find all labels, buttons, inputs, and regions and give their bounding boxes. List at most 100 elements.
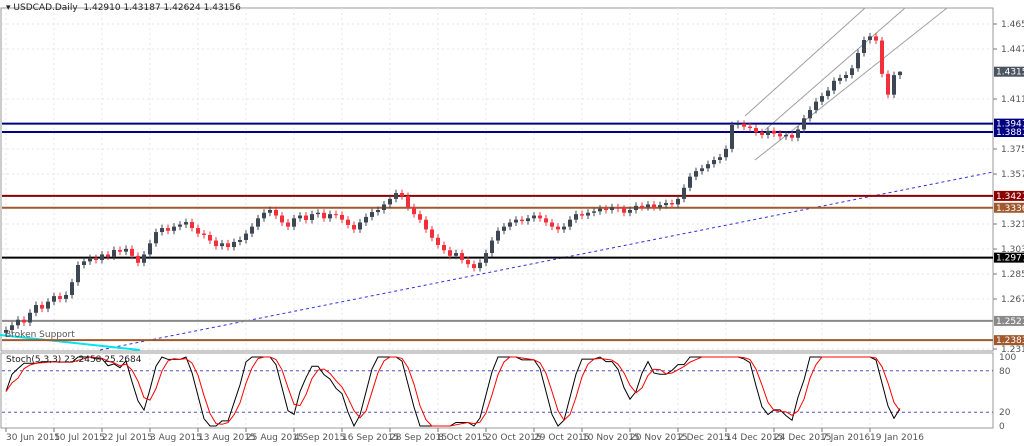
dotted-trendline xyxy=(99,171,994,351)
bullish-candle xyxy=(598,208,602,212)
symbol-label: USDCAD.Daily xyxy=(13,3,78,13)
bearish-candle xyxy=(424,219,428,230)
bearish-candle xyxy=(22,319,26,323)
bullish-candle xyxy=(298,215,302,219)
level-price-tag xyxy=(994,335,1024,346)
main-panel-frame xyxy=(0,7,994,352)
broken-support-line xyxy=(0,334,141,351)
bearish-candle xyxy=(196,228,200,234)
bearish-candle xyxy=(790,134,794,138)
bullish-candle xyxy=(820,96,824,102)
bullish-candle xyxy=(724,148,728,158)
bullish-candle xyxy=(712,159,716,165)
stochastic-panel-frame xyxy=(0,352,994,429)
bullish-candle xyxy=(802,118,806,130)
y-tick-label: 1.32190 xyxy=(1001,220,1024,230)
bullish-candle xyxy=(184,222,188,225)
bullish-candle xyxy=(148,243,152,255)
bullish-candle xyxy=(232,241,236,248)
bullish-candle xyxy=(484,253,488,263)
collapse-arrow-icon[interactable]: ▾ xyxy=(6,3,11,13)
bullish-candle xyxy=(388,198,392,205)
level-price-tag xyxy=(994,315,1024,326)
bullish-candle xyxy=(682,187,686,199)
bullish-candle xyxy=(112,249,116,257)
bullish-candle xyxy=(628,209,632,213)
bullish-candle xyxy=(700,168,704,172)
bullish-candle xyxy=(376,209,380,213)
level-price-label: 1.33360 xyxy=(996,204,1024,214)
bullish-candle xyxy=(532,215,536,219)
level-price-tag xyxy=(994,202,1024,213)
bullish-candle xyxy=(268,209,272,213)
bearish-candle xyxy=(202,233,206,235)
bullish-candle xyxy=(592,211,596,213)
bearish-candle xyxy=(880,40,884,74)
bullish-candle xyxy=(76,264,80,283)
bullish-candle xyxy=(568,219,572,227)
bullish-candle xyxy=(160,228,164,233)
bullish-candle xyxy=(706,164,710,169)
x-tick-label: 19 Jan 2016 xyxy=(870,433,924,443)
x-tick-label: 8 Oct 2015 xyxy=(438,433,488,443)
y-tick-label: 1.41190 xyxy=(1001,95,1024,105)
bearish-candle xyxy=(748,126,752,129)
bearish-candle xyxy=(334,214,338,216)
level-price-tag xyxy=(994,127,1024,138)
bullish-candle xyxy=(898,71,902,76)
bullish-candle xyxy=(490,240,494,254)
broken-support-annotation: Broken Support xyxy=(5,330,75,340)
level-price-tag xyxy=(994,252,1024,263)
bullish-candle xyxy=(238,239,242,242)
x-tick-label: 29 Oct 2015 xyxy=(534,433,590,443)
bearish-candle xyxy=(430,229,434,238)
bullish-candle xyxy=(52,296,56,302)
bearish-candle xyxy=(442,244,446,251)
bullish-candle xyxy=(856,53,860,69)
bullish-candle xyxy=(508,222,512,227)
bearish-candle xyxy=(280,215,284,223)
bearish-candle xyxy=(208,234,212,241)
y-tick-label: 1.44790 xyxy=(1001,45,1024,55)
bullish-candle xyxy=(364,216,368,223)
bullish-candle xyxy=(220,243,224,247)
bullish-candle xyxy=(100,254,104,260)
bearish-candle xyxy=(418,214,422,220)
bearish-candle xyxy=(460,253,464,260)
bullish-candle xyxy=(70,282,74,295)
bearish-candle xyxy=(616,207,620,209)
y-tick-label: 1.26790 xyxy=(1001,295,1024,305)
bullish-candle xyxy=(868,36,872,40)
bearish-candle xyxy=(448,250,452,256)
bullish-candle xyxy=(766,130,770,135)
bearish-candle xyxy=(94,258,98,260)
bullish-candle xyxy=(16,319,20,326)
level-price-label: 1.25213 xyxy=(996,317,1024,327)
x-tick-label: 14 Dec 2015 xyxy=(726,433,784,443)
bearish-candle xyxy=(406,196,410,208)
x-tick-label: 2 Dec 2015 xyxy=(678,433,730,443)
stochastic-axis-label: 20 xyxy=(999,408,1011,418)
bearish-candle xyxy=(286,222,290,227)
bullish-candle xyxy=(664,203,668,206)
bearish-candle xyxy=(556,226,560,230)
level-price-label: 1.23830 xyxy=(996,336,1024,346)
x-tick-label: 10 Nov 2015 xyxy=(582,433,640,443)
bullish-candle xyxy=(892,75,896,95)
x-tick-label: 20 Nov 2015 xyxy=(630,433,688,443)
bullish-candle xyxy=(850,68,854,75)
stochastic-axis-label: 80 xyxy=(999,367,1011,377)
level-price-label: 1.34215 xyxy=(996,192,1024,202)
bearish-candle xyxy=(466,259,470,265)
bullish-candle xyxy=(478,262,482,269)
bullish-candle xyxy=(610,207,614,210)
stochastic-signal-line xyxy=(5,356,901,427)
bearish-candle xyxy=(436,237,440,245)
bullish-candle xyxy=(562,226,566,230)
bullish-candle xyxy=(796,129,800,138)
bearish-candle xyxy=(652,204,656,208)
bullish-candle xyxy=(256,218,260,227)
bullish-candle xyxy=(88,258,92,262)
bullish-candle xyxy=(316,212,320,215)
